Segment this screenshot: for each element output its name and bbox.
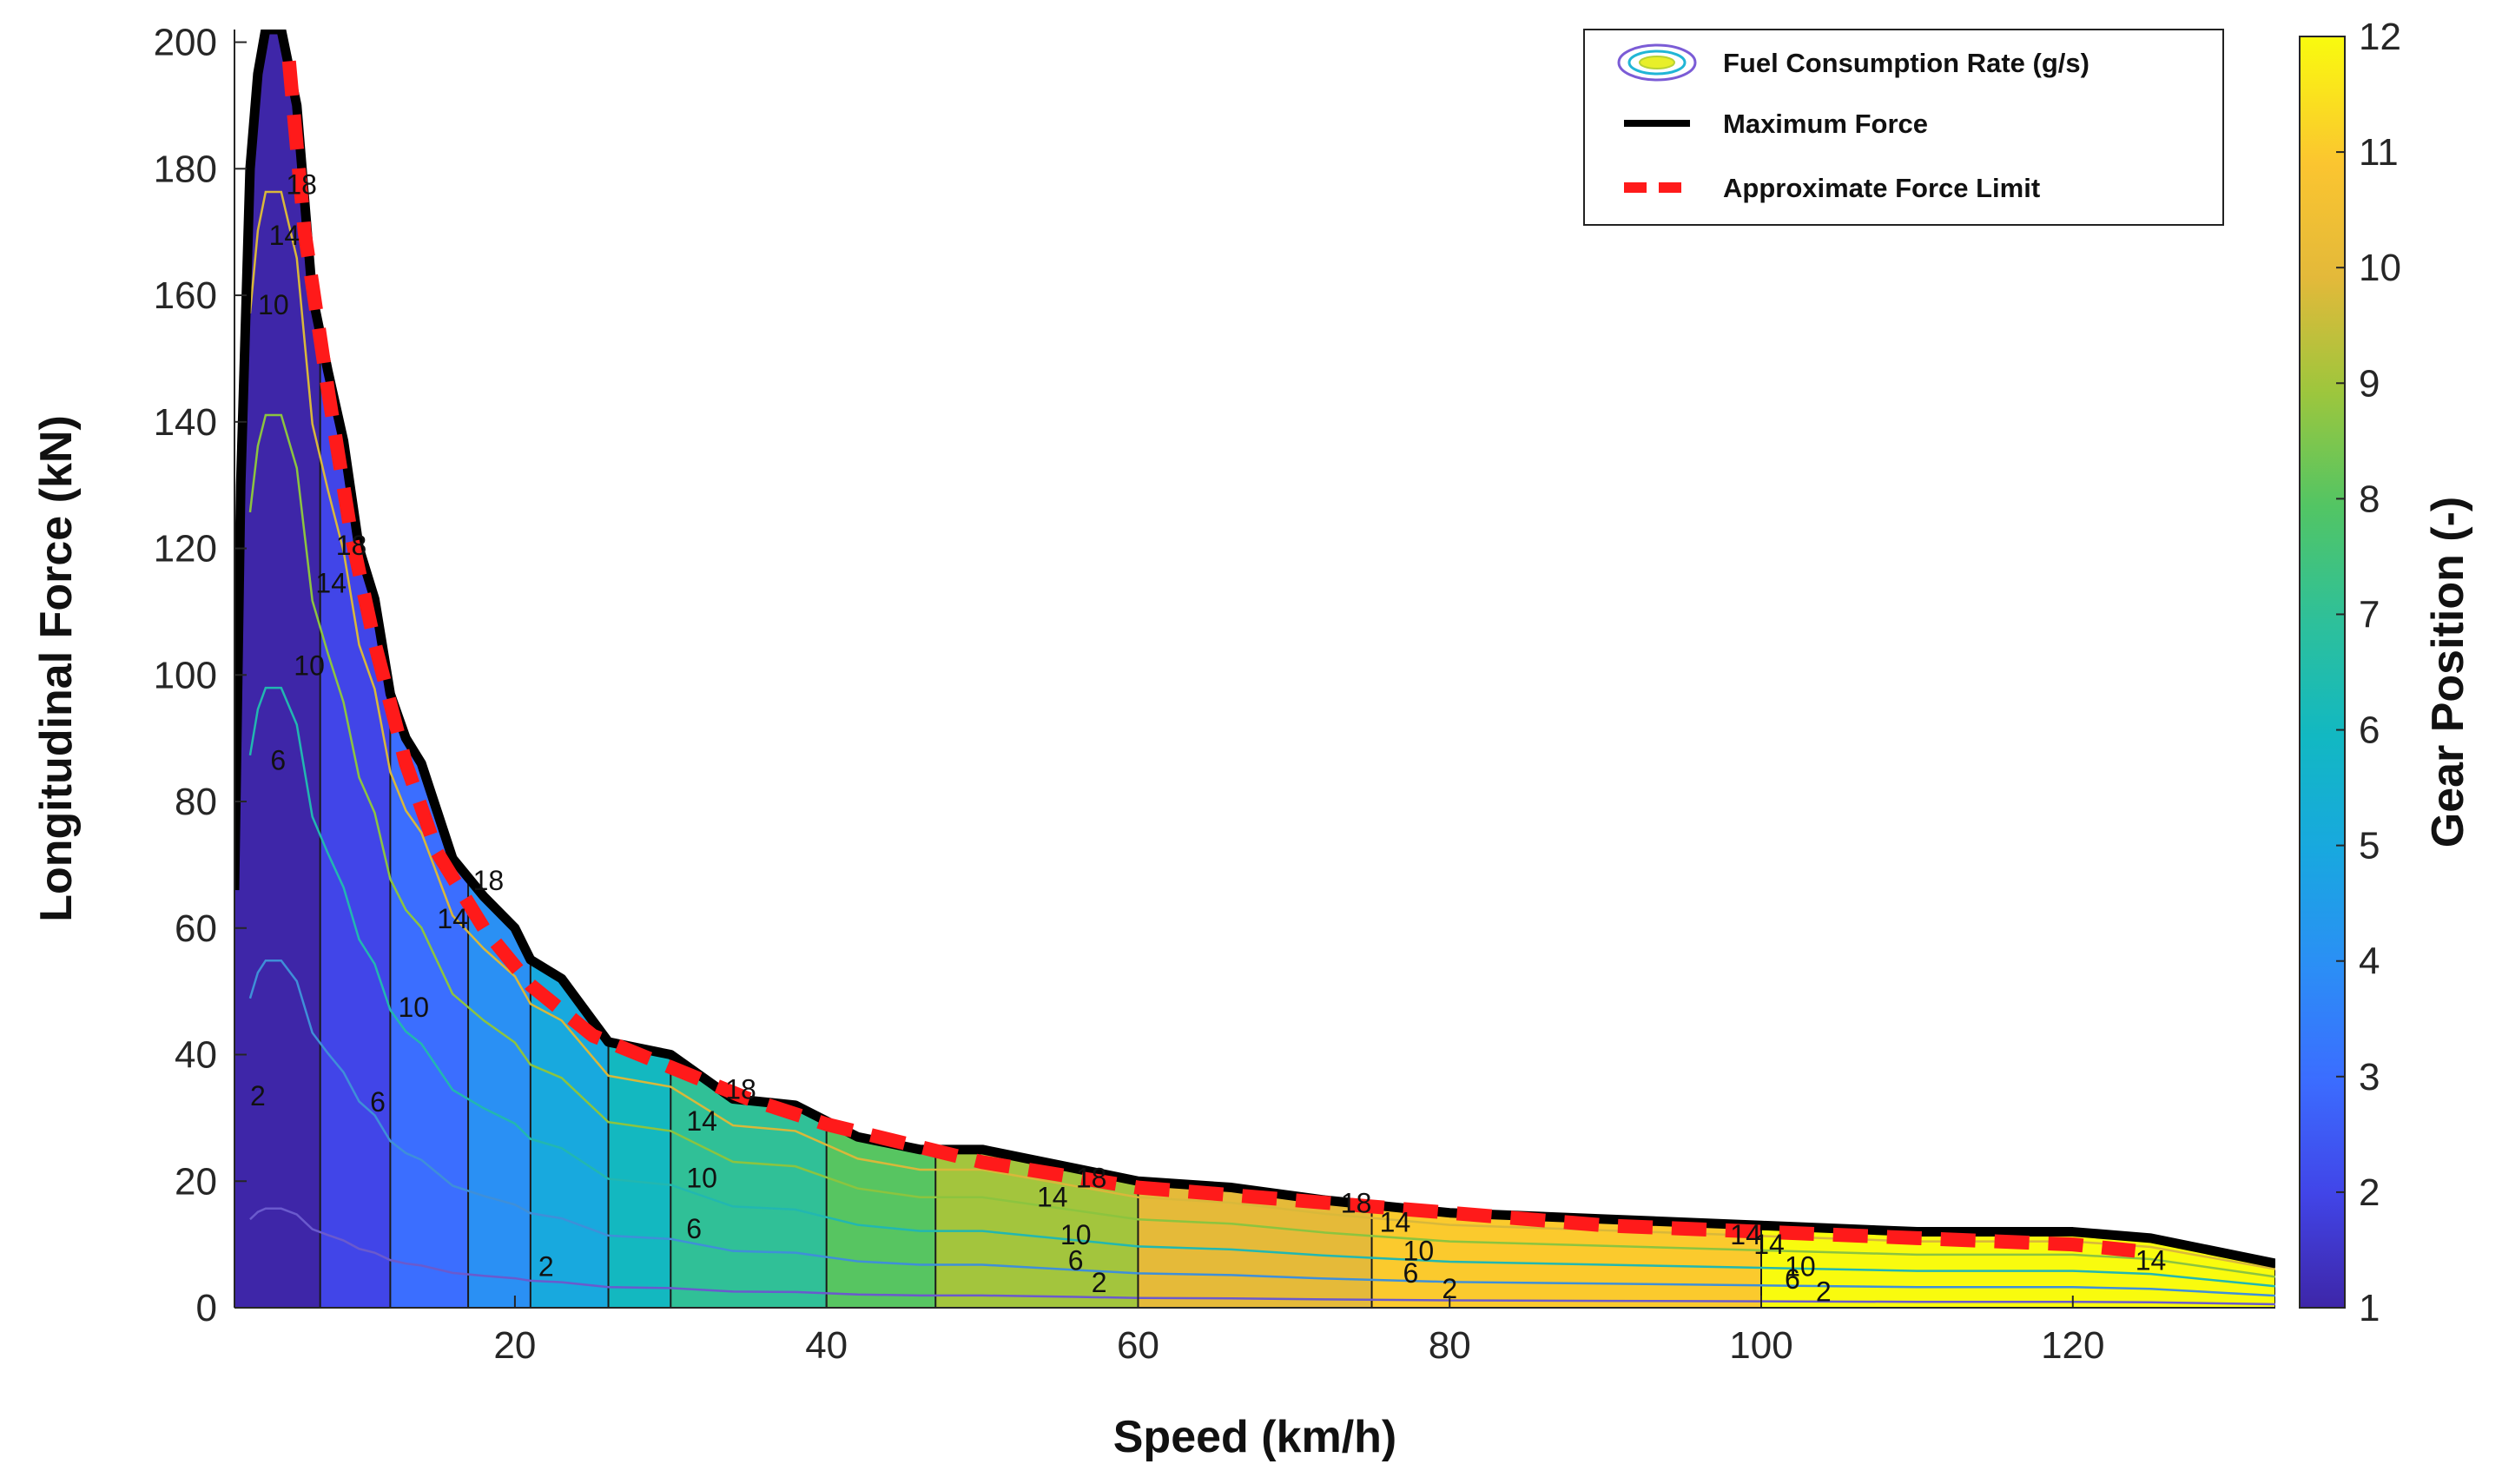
x-tick-label-80: 80 <box>1429 1324 1471 1367</box>
contour-label-7: 18 <box>473 865 505 896</box>
fuel-contour-2 <box>249 1207 2275 1306</box>
contour-label-26: 2 <box>1442 1273 1457 1304</box>
legend-box <box>1583 29 2224 226</box>
contour-label-19: 10 <box>1060 1219 1092 1250</box>
x-tick-label-120: 120 <box>2041 1324 2104 1367</box>
contour-label-29: 10 <box>1785 1251 1816 1283</box>
contour-label-32: 14 <box>2136 1244 2167 1276</box>
y-axis-label: Longitudinal Force (kN) <box>31 415 82 922</box>
contour-label-6: 6 <box>270 745 286 776</box>
contour-label-9: 10 <box>399 992 430 1023</box>
colorbar-label: Gear Position (-) <box>2423 497 2473 848</box>
legend-entry-fuel-rate: Fuel Consumption Rate (g/s) <box>1723 48 2089 78</box>
y-tick-label-40: 40 <box>175 1034 217 1077</box>
contour-label-4: 14 <box>315 568 347 599</box>
colorbar-tick-label-4: 4 <box>2359 940 2380 983</box>
y-tick-label-80: 80 <box>175 781 217 823</box>
legend-entry-force-limit: Approximate Force Limit <box>1723 173 2040 203</box>
contour-label-10: 6 <box>370 1086 386 1118</box>
contour-label-23: 14 <box>1380 1207 1411 1238</box>
x-tick-label-60: 60 <box>1117 1324 1159 1367</box>
colorbar-tick-label-6: 6 <box>2359 709 2380 752</box>
contour-label-20: 6 <box>1068 1244 1084 1276</box>
contour-label-30: 6 <box>1785 1263 1800 1295</box>
contour-label-21: 2 <box>1092 1267 1107 1298</box>
fuel-contour-10 <box>248 686 2275 1288</box>
colorbar-tick-label-8: 8 <box>2359 478 2380 520</box>
y-tick-label-100: 100 <box>154 654 217 696</box>
contour-label-28: 14 <box>1753 1229 1785 1260</box>
y-tick-label-20: 20 <box>175 1160 217 1203</box>
contour-label-5: 10 <box>294 650 325 681</box>
colorbar-tick-label-3: 3 <box>2359 1056 2380 1098</box>
axes <box>234 30 2275 1309</box>
x-tick-label-40: 40 <box>805 1324 848 1367</box>
colorbar-tick-label-12: 12 <box>2359 16 2401 58</box>
contour-label-0: 18 <box>286 168 317 200</box>
fuel-contour-lines <box>248 190 2275 1306</box>
contour-label-24: 10 <box>1403 1235 1435 1266</box>
curve-layer <box>234 30 2275 1269</box>
fuel-contour-6 <box>248 959 2275 1297</box>
colorbar-tick-label-10: 10 <box>2359 247 2401 289</box>
colorbar-tick-label-7: 7 <box>2359 593 2380 636</box>
x-axis-ticks: 20 40 60 80 100 120 <box>493 1296 2105 1367</box>
contour-label-13: 14 <box>686 1105 717 1137</box>
x-tick-label-100: 100 <box>1729 1324 1792 1367</box>
contour-label-27: 14 <box>1730 1219 1761 1250</box>
contour-label-2: 10 <box>258 289 289 320</box>
x-axis-label: Speed (km/h) <box>1113 1412 1397 1462</box>
y-axis-ticks: 0 20 40 60 80 100 120 140 160 180 200 <box>154 22 247 1329</box>
fuel-contour-14 <box>248 413 2275 1278</box>
contour-label-17: 18 <box>1076 1163 1107 1194</box>
legend-entry-max-force: Maximum Force <box>1723 109 1928 139</box>
y-tick-label-0: 0 <box>196 1287 217 1329</box>
contour-label-12: 18 <box>725 1074 756 1105</box>
fuel-contour-18 <box>248 190 2275 1270</box>
y-tick-label-200: 200 <box>154 22 217 64</box>
y-tick-label-180: 180 <box>154 148 217 190</box>
y-tick-label-160: 160 <box>154 274 217 317</box>
colorbar-tick-label-11: 11 <box>2359 131 2399 174</box>
contour-label-16: 2 <box>538 1251 554 1283</box>
contour-label-14: 10 <box>686 1163 717 1194</box>
contour-label-31: 2 <box>1816 1276 1832 1308</box>
y-tick-label-120: 120 <box>154 528 217 571</box>
contour-label-1: 14 <box>269 220 300 251</box>
contour-label-15: 6 <box>686 1213 702 1244</box>
force-limit-line <box>281 60 2136 1258</box>
colorbar-tick-label-9: 9 <box>2359 362 2380 405</box>
legend: Fuel Consumption Rate (g/s) Maximum Forc… <box>1583 29 2224 226</box>
colorbar-gradient <box>2299 36 2346 1309</box>
contour-label-18: 14 <box>1037 1181 1068 1212</box>
y-tick-label-60: 60 <box>175 907 217 950</box>
contour-label-11: 2 <box>250 1080 266 1111</box>
colorbar-tick-label-5: 5 <box>2359 825 2380 867</box>
contour-label-8: 14 <box>437 903 468 934</box>
y-tick-label-140: 140 <box>154 401 217 444</box>
contour-label-22: 18 <box>1341 1188 1372 1219</box>
contour-label-25: 6 <box>1403 1257 1418 1289</box>
x-tick-label-20: 20 <box>493 1324 536 1367</box>
colorbar-tick-label-1: 1 <box>2359 1287 2380 1329</box>
legend-contour-swatch <box>1617 43 1697 82</box>
colorbar-tick-label-2: 2 <box>2359 1171 2380 1214</box>
contour-label-3: 18 <box>336 530 367 561</box>
